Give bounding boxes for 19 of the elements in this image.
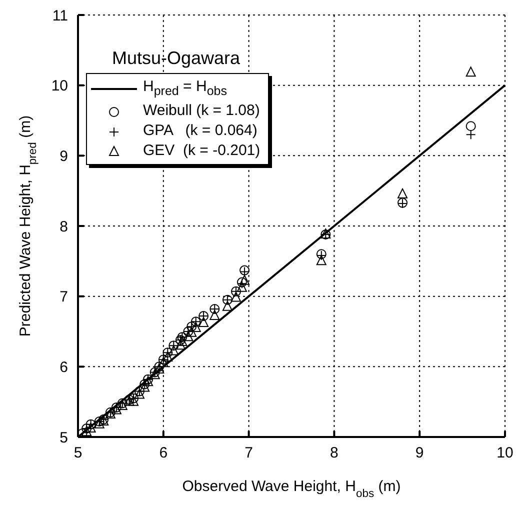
y-tick-label: 6 [60, 358, 68, 376]
legend-label: GEV (k = -0.201) [143, 141, 260, 161]
y-tick-label: 9 [60, 148, 68, 165]
y-tick-label: 7 [60, 288, 68, 306]
legend-label: Weibull (k = 1.08) [143, 101, 260, 121]
y-tick-label: 8 [60, 218, 68, 236]
x-axis-title: Observed Wave Height, H$_{obs}$ (m) [182, 478, 401, 500]
x-tick-label: 8 [330, 444, 338, 462]
y-tick-label: 5 [60, 429, 68, 446]
x-tick-label: 10 [496, 444, 514, 462]
x-tick-label: 5 [74, 444, 82, 462]
x-tick-label: 9 [415, 444, 424, 462]
x-tick-label: 6 [159, 444, 168, 462]
legend-label: H$_{pred}$ = H$_{obs}$ [143, 77, 227, 100]
legend-label: GPA (k = 0.064) [143, 121, 258, 141]
y-tick-label: 11 [52, 7, 68, 24]
x-tick-label: 7 [244, 444, 253, 462]
y-tick-label: 10 [51, 78, 68, 95]
legend-title: Mutsu-Ogawara [112, 48, 242, 69]
